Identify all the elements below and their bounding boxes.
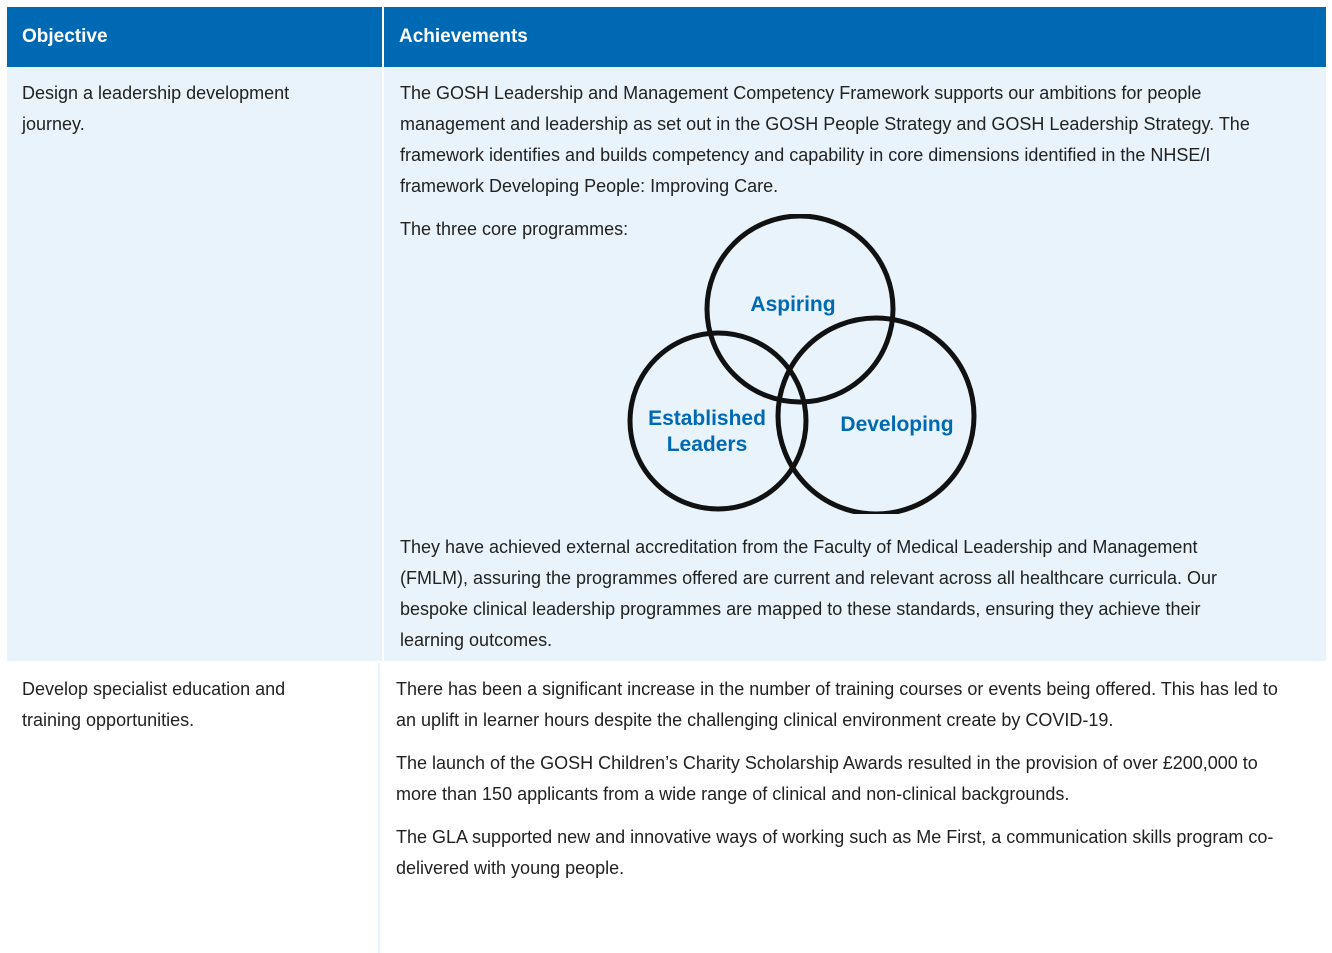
achievements-cell: The GOSH Leadership and Management Compe… bbox=[384, 67, 1326, 661]
objective-cell: Design a leadership development journey. bbox=[7, 67, 384, 661]
paragraph: The GLA supported new and innovative way… bbox=[396, 827, 1274, 878]
achievements-cell: There has been a significant increase in… bbox=[380, 663, 1326, 953]
header-cell: Objective bbox=[7, 7, 384, 67]
table-row: Design a leadership development journey.… bbox=[7, 67, 1326, 663]
circle bbox=[775, 315, 977, 514]
circle bbox=[704, 214, 896, 405]
paragraph: The launch of the GOSH Children’s Charit… bbox=[396, 753, 1258, 804]
table: Objective Achievements Design a leadersh… bbox=[7, 7, 1326, 953]
venn-label: Aspiring bbox=[750, 293, 836, 316]
header-row: Objective Achievements bbox=[7, 7, 1326, 67]
venn-circles bbox=[627, 214, 977, 514]
paragraph: The GOSH Leadership and Management Compe… bbox=[400, 83, 1250, 196]
venn-label: Developing bbox=[840, 413, 954, 436]
table-row: Develop specialist education and trainin… bbox=[7, 663, 1326, 953]
venn-diagram: The three core programmes: Aspiring Esta… bbox=[400, 214, 1296, 522]
paragraph: There has been a significant increase in… bbox=[396, 679, 1278, 730]
paragraph: They have achieved external accreditatio… bbox=[400, 537, 1218, 650]
header-cell: Achievements bbox=[399, 26, 528, 47]
objective-cell: Develop specialist education and trainin… bbox=[7, 663, 380, 953]
paragraph: The three core programmes: bbox=[400, 219, 629, 239]
circle bbox=[627, 330, 809, 512]
venn-label: Established Leaders bbox=[648, 407, 766, 456]
